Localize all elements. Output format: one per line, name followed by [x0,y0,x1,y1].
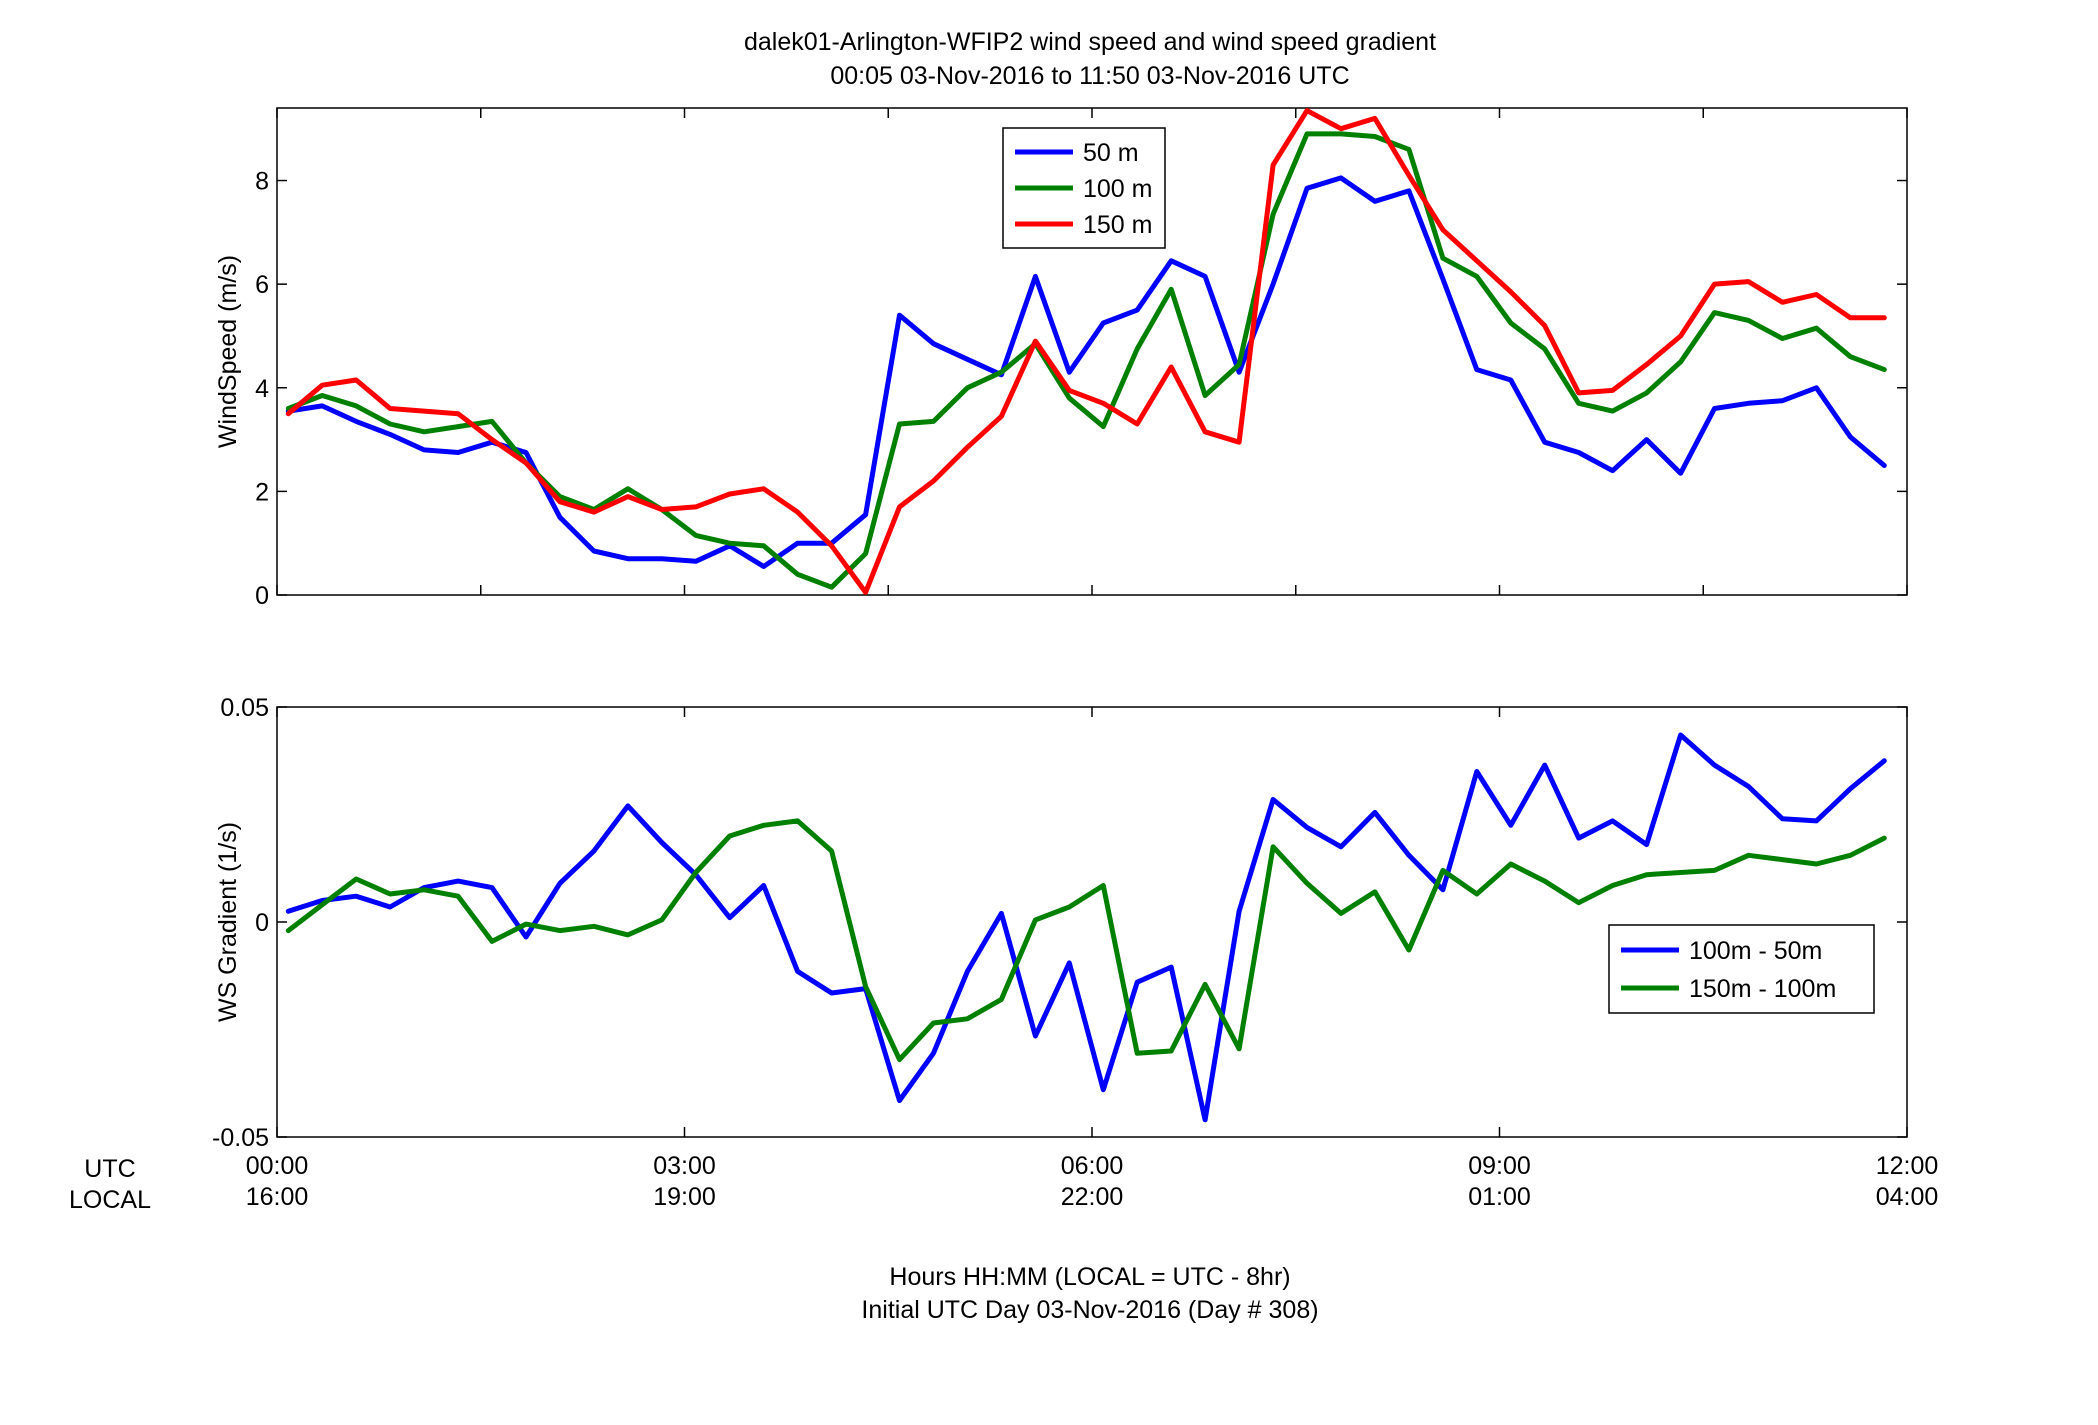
windspeed-y-tick-label: 6 [255,271,269,299]
windspeed-y-axis-label: WindSpeed (m/s) [214,255,242,448]
gradient-series-line-2 [285,818,1887,1063]
chart-title-line1: dalek01-Arlington-WFIP2 wind speed and w… [744,28,1436,56]
x-tick-label-local: 19:00 [653,1183,716,1211]
windspeed-y-tick-label: 8 [255,168,269,196]
x-tick-label-local: 22:00 [1061,1183,1124,1211]
x-axis-label-line1: Hours HH:MM (LOCAL = UTC - 8hr) [889,1263,1290,1291]
gradient-y-tick-label: -0.05 [212,1124,269,1152]
x-tick-label-utc: 06:00 [1061,1152,1124,1180]
gradient-legend: 100m - 50m 150m - 100m [1608,924,1875,1014]
gradient-legend-label: 150m - 100m [1689,975,1836,1003]
gradient-series-line-1 [285,732,1887,1123]
utc-row-label: UTC [84,1155,135,1183]
windspeed-legend: 50 m 100 m 150 m [1002,127,1166,249]
x-tick-label-local: 16:00 [246,1183,309,1211]
windspeed-series-line-3 [285,108,1887,595]
gradient-y-tick-label: 0 [255,909,269,937]
windspeed-y-tick-label: 4 [255,375,269,403]
x-tick-label-utc: 12:00 [1876,1152,1939,1180]
x-tick-label-utc: 09:00 [1468,1152,1531,1180]
gradient-legend-label: 100m - 50m [1689,937,1822,965]
windspeed-series-line-1 [285,175,1887,569]
x-tick-label-local: 01:00 [1468,1183,1531,1211]
wind-speed-gradient-panel: -0.05 0 0.05 WS Gradient (1/s) 100m - 50m 150… [212,694,1908,1152]
windspeed-series-line-2 [285,131,1887,590]
windspeed-legend-label: 50 m [1083,139,1139,167]
windspeed-legend-label: 150 m [1083,211,1152,239]
x-axis-label-line2: Initial UTC Day 03-Nov-2016 (Day # 308) [861,1296,1318,1324]
gradient-y-axis-label: WS Gradient (1/s) [214,822,242,1022]
x-tick-label-local: 04:00 [1876,1183,1939,1211]
windspeed-y-tick-label: 0 [255,582,269,610]
windspeed-y-tick-label: 2 [255,478,269,506]
gradient-y-tick-label: 0.05 [220,694,269,722]
windspeed-legend-label: 100 m [1083,175,1152,203]
wind-speed-panel: 0 2 4 6 8 WindSpeed (m/s) 50 m 100 m 150 m [214,107,1908,610]
local-row-label: LOCAL [69,1186,151,1214]
x-tick-labels: 00:00 16:00 03:00 19:00 06:00 22:00 09:00 01:00… [246,1152,1939,1211]
chart-title-line2: 00:05 03-Nov-2016 to 11:50 03-Nov-2016 U… [830,62,1349,90]
gradient-plot-frame [276,706,1908,1138]
x-tick-label-utc: 00:00 [246,1152,309,1180]
gradient-legend-box [1608,924,1875,1014]
x-tick-label-utc: 03:00 [653,1152,716,1180]
